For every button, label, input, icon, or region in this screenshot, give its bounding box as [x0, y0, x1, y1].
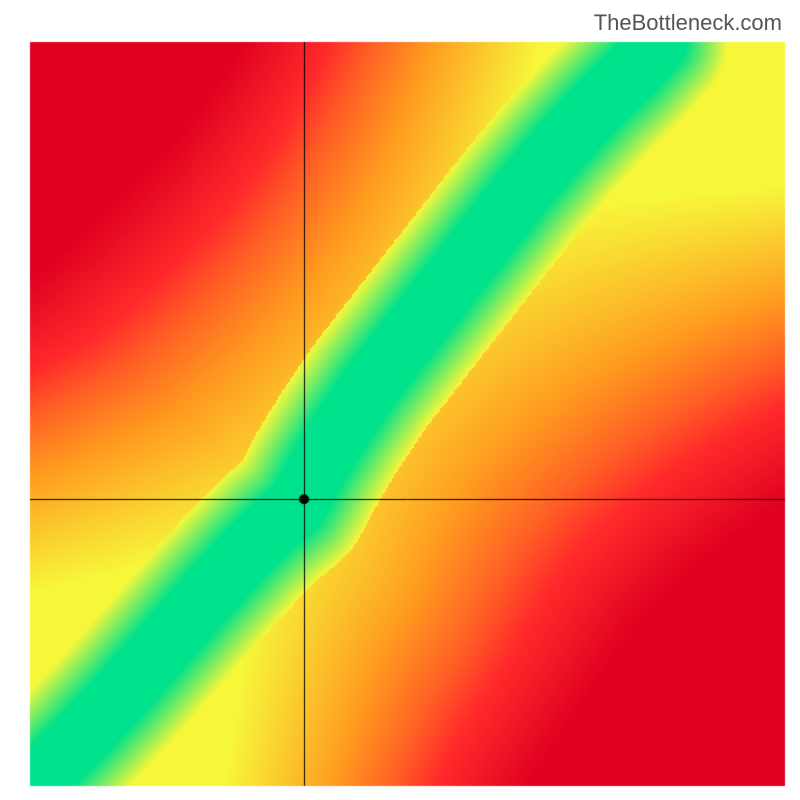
watermark-text: TheBottleneck.com [594, 10, 782, 36]
heatmap-canvas [0, 0, 800, 800]
chart-container: TheBottleneck.com [0, 0, 800, 800]
